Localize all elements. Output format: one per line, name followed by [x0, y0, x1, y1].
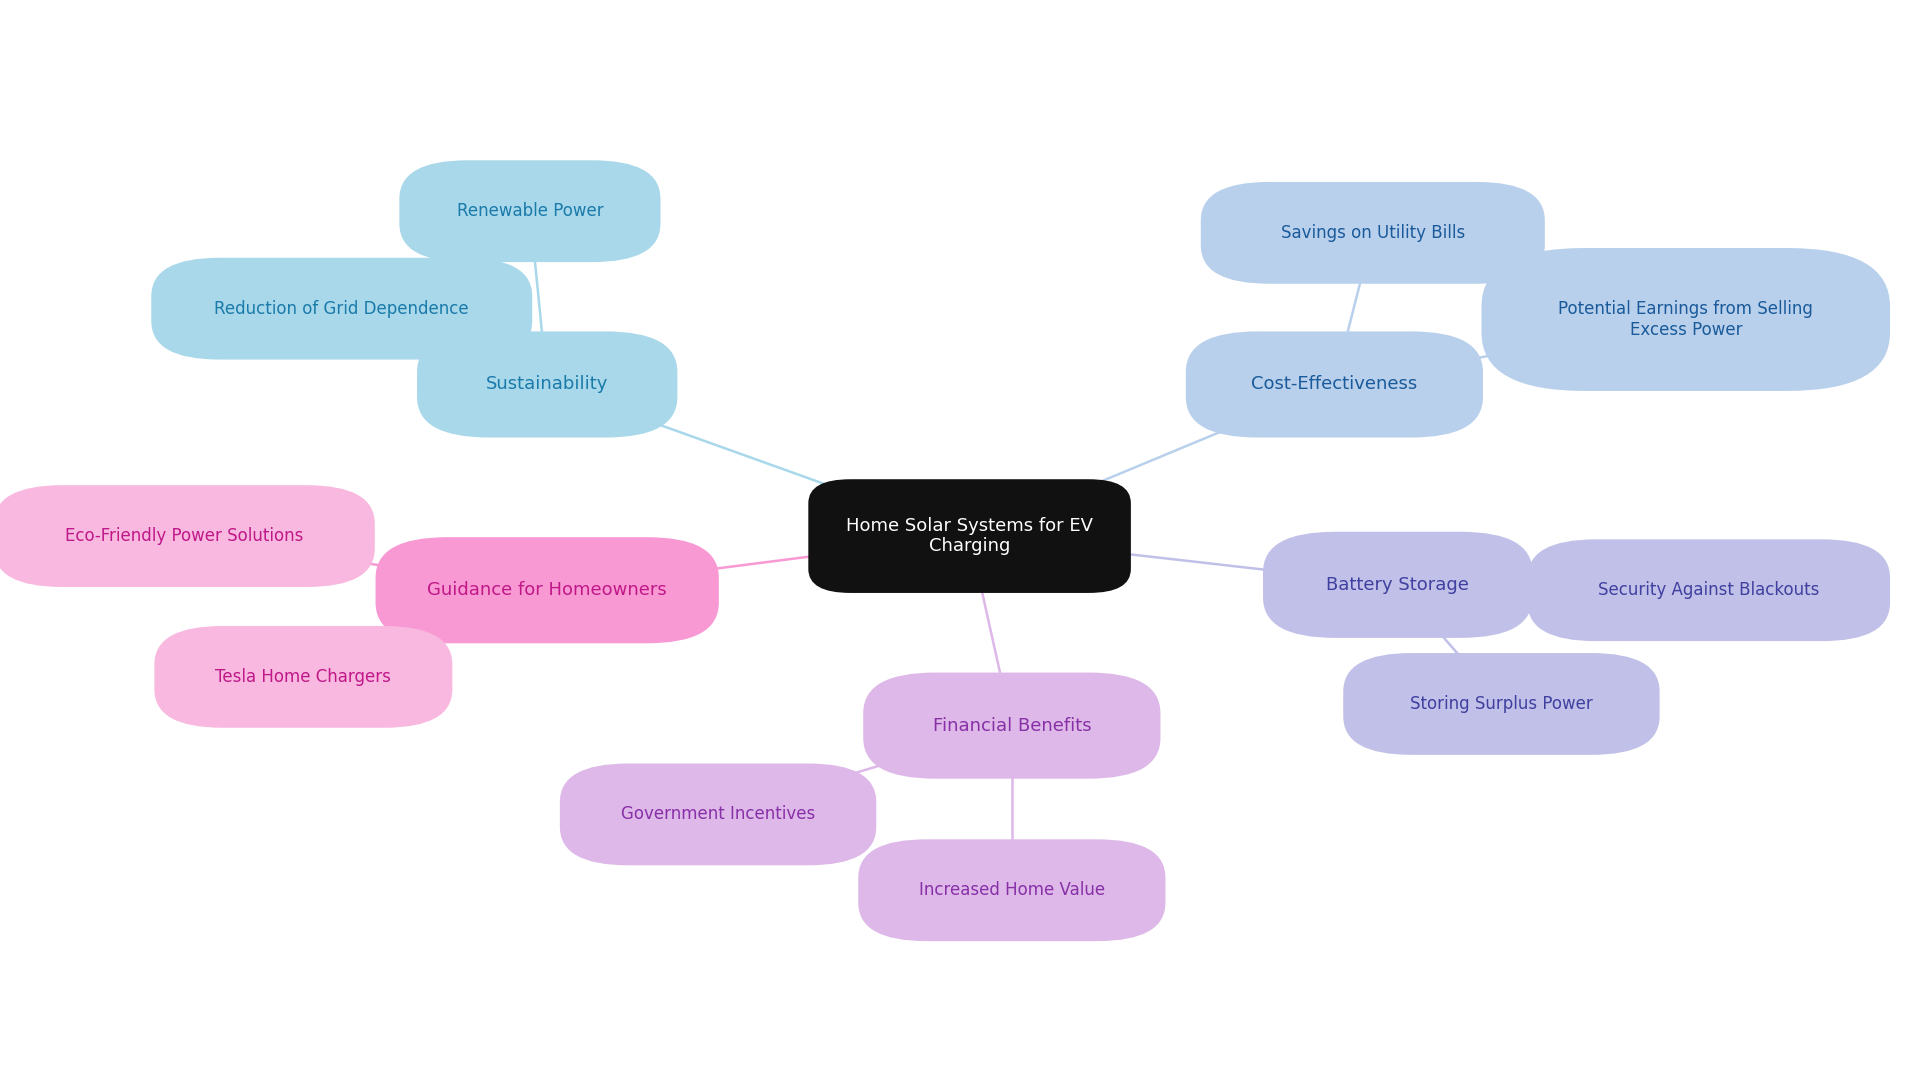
Text: Government Incentives: Government Incentives — [620, 806, 816, 823]
FancyBboxPatch shape — [154, 626, 453, 728]
FancyBboxPatch shape — [417, 331, 678, 438]
Text: Reduction of Grid Dependence: Reduction of Grid Dependence — [215, 300, 468, 317]
Text: Tesla Home Chargers: Tesla Home Chargers — [215, 668, 392, 686]
FancyBboxPatch shape — [1528, 539, 1889, 641]
FancyBboxPatch shape — [1200, 182, 1546, 284]
Text: Cost-Effectiveness: Cost-Effectiveness — [1252, 376, 1417, 393]
FancyBboxPatch shape — [858, 839, 1165, 941]
Text: Renewable Power: Renewable Power — [457, 203, 603, 220]
Text: Savings on Utility Bills: Savings on Utility Bills — [1281, 224, 1465, 242]
Text: Storing Surplus Power: Storing Surplus Power — [1409, 695, 1594, 713]
FancyBboxPatch shape — [561, 764, 876, 865]
Text: Sustainability: Sustainability — [486, 376, 609, 393]
FancyBboxPatch shape — [152, 258, 532, 360]
FancyBboxPatch shape — [399, 160, 660, 262]
Text: Increased Home Value: Increased Home Value — [920, 882, 1104, 899]
Text: Security Against Blackouts: Security Against Blackouts — [1597, 582, 1820, 599]
Text: Potential Earnings from Selling
Excess Power: Potential Earnings from Selling Excess P… — [1559, 300, 1812, 339]
Text: Eco-Friendly Power Solutions: Eco-Friendly Power Solutions — [65, 527, 303, 545]
Text: Battery Storage: Battery Storage — [1327, 576, 1469, 593]
FancyBboxPatch shape — [1187, 331, 1482, 438]
Text: Home Solar Systems for EV
Charging: Home Solar Systems for EV Charging — [847, 517, 1092, 556]
FancyBboxPatch shape — [1263, 532, 1532, 638]
Text: Guidance for Homeowners: Guidance for Homeowners — [428, 582, 666, 599]
FancyBboxPatch shape — [864, 673, 1160, 779]
Text: Financial Benefits: Financial Benefits — [933, 717, 1091, 734]
FancyBboxPatch shape — [1482, 248, 1889, 391]
FancyBboxPatch shape — [808, 479, 1131, 593]
FancyBboxPatch shape — [376, 537, 718, 643]
FancyBboxPatch shape — [0, 485, 374, 587]
FancyBboxPatch shape — [1344, 653, 1659, 755]
